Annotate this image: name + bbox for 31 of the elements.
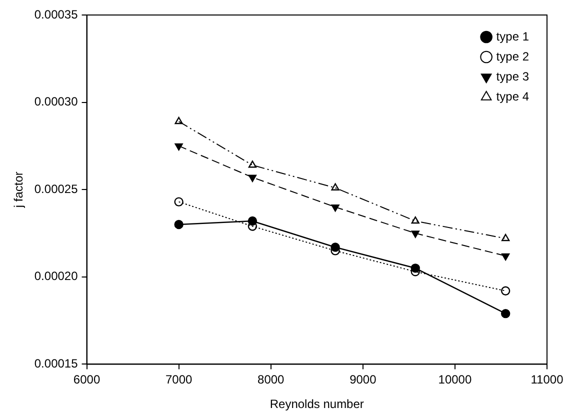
y-tick-label: 0.00020 <box>34 269 78 284</box>
point <box>500 286 510 296</box>
point <box>248 174 257 182</box>
y-tick-label: 0.00025 <box>34 182 78 196</box>
x-tick-label: 8000 <box>258 372 285 387</box>
point <box>331 204 340 212</box>
x-tick-label: 9000 <box>350 372 377 387</box>
point <box>502 234 510 242</box>
x-tick-label: 7000 <box>165 372 192 387</box>
x-tick-label: 11000 <box>530 372 564 387</box>
legend-label: type 4 <box>496 89 530 104</box>
point <box>331 183 340 190</box>
legend-label: type 3 <box>496 69 530 84</box>
y-tick-label: 0.00035 <box>34 7 78 22</box>
point <box>411 230 420 238</box>
y-tick-label: 0.00030 <box>34 94 78 109</box>
legend-label: type 1 <box>496 29 530 44</box>
point <box>502 253 510 261</box>
point <box>174 143 183 151</box>
point <box>174 220 184 230</box>
point <box>411 216 420 224</box>
point <box>500 308 510 318</box>
legend-label: type 2 <box>496 49 530 64</box>
y-tick-label: 0.00015 <box>34 356 78 371</box>
x-tick-label: 6000 <box>73 372 100 387</box>
point <box>174 197 184 206</box>
y-axis-title: j factor <box>12 172 26 209</box>
point <box>174 116 183 124</box>
x-tick-label: 10000 <box>438 372 472 387</box>
point <box>248 160 257 168</box>
x-axis-title: Reynolds number <box>270 397 364 412</box>
